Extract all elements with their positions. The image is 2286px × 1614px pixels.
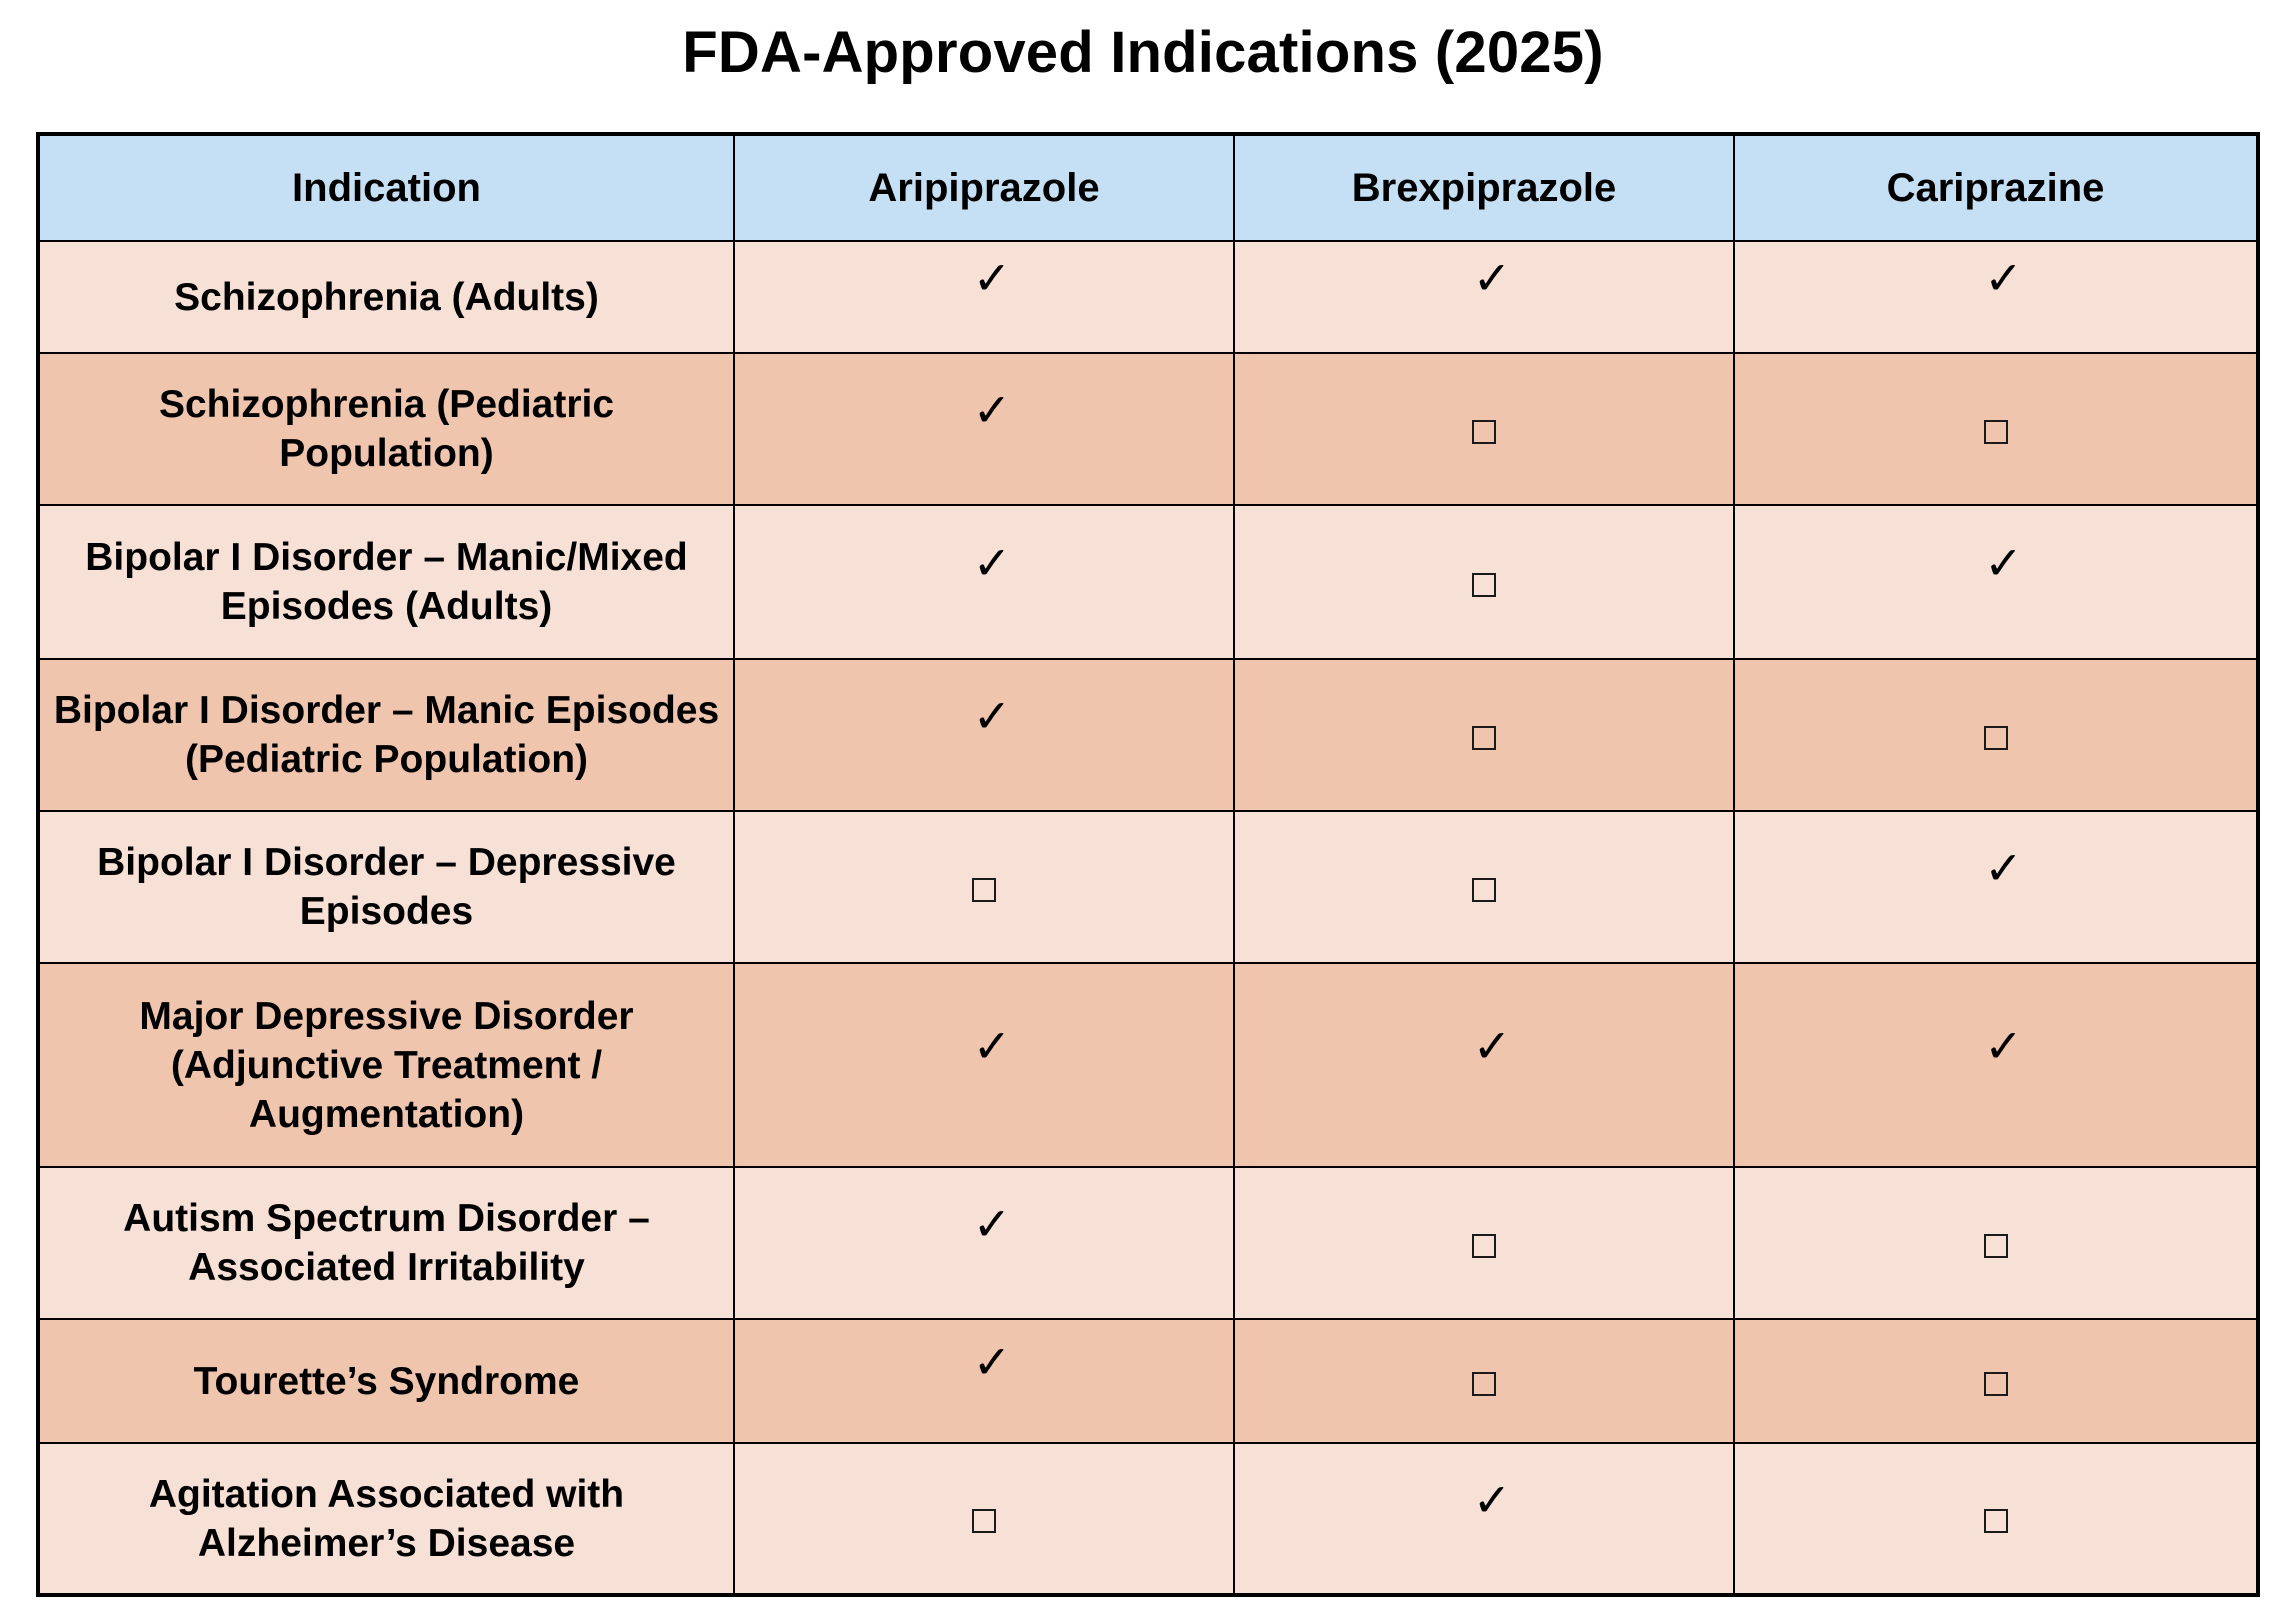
checkmark-icon: ✓ [972,536,1012,590]
status-cell [1733,658,2259,812]
status-cell [1233,658,1735,812]
indication-cell: Schizophrenia (Adults) [37,240,735,354]
status-cell [1733,1318,2259,1444]
indication-cell: Schizophrenia (Pediatric Population) [37,352,735,506]
empty-checkbox-icon [1983,419,2008,444]
status-cell: ✓ [1233,1442,1735,1596]
checkmark-icon: ✓ [1472,251,1512,305]
status-cell [1233,810,1735,964]
empty-checkbox-icon [1472,419,1496,444]
checkmark-icon: ✓ [972,689,1012,743]
empty-checkbox-icon [1472,877,1496,902]
status-cell: ✓ [1733,240,2259,354]
checkmark-icon: ✓ [972,383,1012,437]
table-row: Major Depressive Disorder (Adjunctive Tr… [37,962,2259,1168]
status-cell: ✓ [1233,962,1735,1168]
status-cell [1233,1318,1735,1444]
status-cell: ✓ [733,504,1235,660]
status-cell [733,1442,1235,1596]
checkmark-icon: ✓ [1984,251,2023,305]
status-cell [1733,1166,2259,1320]
status-cell: ✓ [733,352,1235,506]
empty-checkbox-icon [1472,1371,1496,1396]
status-cell [1233,1166,1735,1320]
empty-checkbox-icon [972,1509,996,1533]
checkmark-icon: ✓ [972,251,1012,305]
table-row: Bipolar I Disorder – Manic/Mixed Episode… [37,504,2259,660]
table-row: Bipolar I Disorder – Depressive Episodes… [37,810,2259,964]
checkmark-icon: ✓ [1472,1019,1512,1073]
status-cell: ✓ [733,1166,1235,1320]
indication-cell: Agitation Associated with Alzheimer’s Di… [37,1442,735,1596]
page-title: FDA-Approved Indications (2025) [682,20,1604,85]
indication-cell: Bipolar I Disorder – Depressive Episodes [37,810,735,964]
status-cell [1233,352,1735,506]
table-header-row: Indication Aripiprazole Brexpiprazole Ca… [37,133,2259,242]
status-cell [1733,1442,2259,1596]
empty-checkbox-icon [1472,572,1496,597]
empty-checkbox-icon [1983,1233,2008,1258]
indication-cell: Bipolar I Disorder – Manic Episodes (Ped… [37,658,735,812]
status-cell: ✓ [1733,504,2259,660]
status-cell [733,810,1235,964]
header-indication: Indication [37,133,735,242]
table-row: Schizophrenia (Pediatric Population) ✓ [37,352,2259,506]
header-aripiprazole: Aripiprazole [733,133,1235,242]
header-cariprazine: Cariprazine [1733,133,2259,242]
header-brexpiprazole: Brexpiprazole [1233,133,1735,242]
indication-cell: Autism Spectrum Disorder – Associated Ir… [37,1166,735,1320]
status-cell [1233,504,1735,660]
empty-checkbox-icon [972,877,996,902]
checkmark-icon: ✓ [972,1197,1012,1251]
indication-cell: Major Depressive Disorder (Adjunctive Tr… [37,962,735,1168]
checkmark-icon: ✓ [1984,841,2023,895]
empty-checkbox-icon [1983,1509,2008,1533]
checkmark-icon: ✓ [972,1335,1012,1389]
checkmark-icon: ✓ [972,1019,1012,1073]
status-cell: ✓ [733,962,1235,1168]
indication-cell: Bipolar I Disorder – Manic/Mixed Episode… [37,504,735,660]
status-cell [1733,352,2259,506]
table-row: Autism Spectrum Disorder – Associated Ir… [37,1166,2259,1320]
table-row: Tourette’s Syndrome ✓ [37,1318,2259,1444]
indication-cell: Tourette’s Syndrome [37,1318,735,1444]
checkmark-icon: ✓ [1472,1472,1512,1527]
status-cell: ✓ [1733,810,2259,964]
empty-checkbox-icon [1983,725,2008,750]
status-cell: ✓ [733,658,1235,812]
status-cell: ✓ [733,240,1235,354]
table-row: Bipolar I Disorder – Manic Episodes (Ped… [37,658,2259,812]
table-row: Agitation Associated with Alzheimer’s Di… [37,1442,2259,1596]
checkmark-icon: ✓ [1984,536,2023,590]
empty-checkbox-icon [1983,1371,2008,1396]
status-cell: ✓ [1233,240,1735,354]
empty-checkbox-icon [1472,725,1496,750]
indications-table: Indication Aripiprazole Brexpiprazole Ca… [36,132,2260,1597]
empty-checkbox-icon [1472,1233,1496,1258]
table-row: Schizophrenia (Adults) ✓ ✓ ✓ [37,240,2259,354]
status-cell: ✓ [1733,962,2259,1168]
status-cell: ✓ [733,1318,1235,1444]
checkmark-icon: ✓ [1984,1019,2023,1073]
